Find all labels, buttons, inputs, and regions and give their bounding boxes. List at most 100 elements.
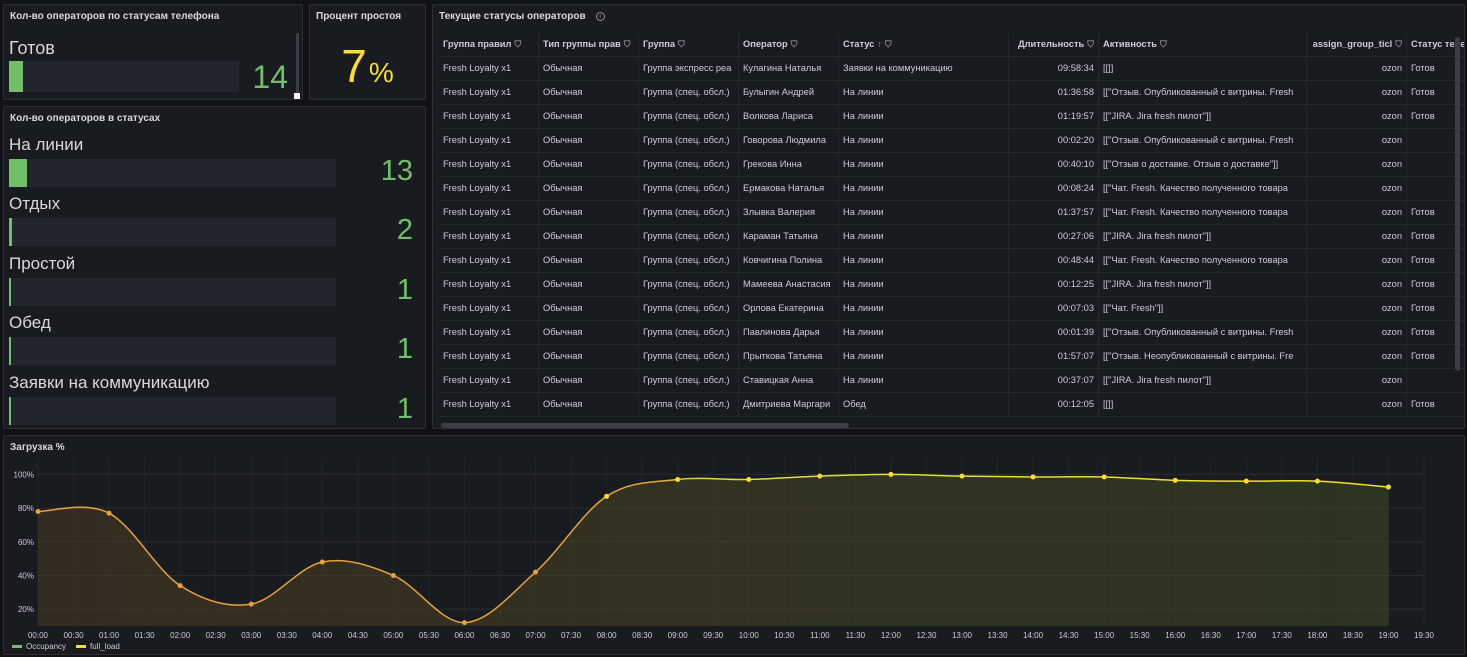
filter-icon[interactable]: ⛉ — [884, 39, 892, 49]
x-tick-label: 03:30 — [277, 631, 298, 640]
table-row[interactable]: Fresh Loyalty x1 Обычная Группа (спец. обс… — [439, 297, 1464, 321]
table-cell: ozon — [1307, 273, 1407, 296]
table-cell: Fresh Loyalty x1 — [439, 177, 539, 200]
table-cell: На линии — [839, 225, 1009, 248]
table-cell: Волкова Лариса — [739, 105, 839, 128]
column-header-label: Активность — [1103, 39, 1157, 49]
column-header[interactable]: Длительность ⛉ — [1009, 33, 1099, 56]
table-cell: Группа (спец. обсл.) — [639, 345, 739, 368]
table-row[interactable]: Fresh Loyalty x1 Обычная Группа (спец. обс… — [439, 81, 1464, 105]
status-label: На линии — [9, 135, 84, 154]
column-header[interactable]: Статус теле⛉ — [1407, 33, 1464, 56]
table-cell: ozon — [1307, 393, 1407, 416]
status-bar-track — [9, 278, 336, 306]
scrollbar-thumb[interactable] — [294, 93, 300, 99]
legend-item-occupancy[interactable]: Occupancy — [12, 642, 66, 651]
status-label: Обед — [9, 313, 51, 332]
horizontal-scrollbar[interactable] — [441, 423, 849, 428]
table-cell: [["JIRA. Jira fresh пилот"]] — [1099, 105, 1307, 128]
table-cell: [["JIRA. Jira fresh пилот"]] — [1099, 273, 1307, 296]
table-cell: Группа (спец. обсл.) — [639, 177, 739, 200]
x-tick-label: 09:30 — [703, 631, 724, 640]
table-cell: Fresh Loyalty x1 — [439, 225, 539, 248]
table-row[interactable]: Fresh Loyalty x1 Обычная Группа (спец. обс… — [439, 177, 1464, 201]
table-cell: Кулагина Наталья — [739, 57, 839, 80]
column-header[interactable]: Оператор ⛉ — [739, 33, 839, 56]
x-tick-label: 10:00 — [739, 631, 760, 640]
filter-icon[interactable]: ⛉ — [514, 39, 522, 49]
table-cell: Fresh Loyalty x1 — [439, 57, 539, 80]
y-tick-label: 40% — [18, 571, 34, 580]
table-cell: Fresh Loyalty x1 — [439, 201, 539, 224]
table-row[interactable]: Fresh Loyalty x1 Обычная Группа экспресс р… — [439, 57, 1464, 81]
table-row[interactable]: Fresh Loyalty x1 Обычная Группа (спец. обс… — [439, 369, 1464, 393]
table-cell: [["Отзыв о доставке. Отзыв о доставке"]] — [1099, 153, 1307, 176]
filter-icon[interactable]: ⛉ — [1395, 39, 1402, 49]
column-header-label: assign_group_ticl — [1312, 39, 1393, 49]
x-tick-label: 00:00 — [28, 631, 49, 640]
sort-asc-icon[interactable]: ↑ — [877, 39, 882, 49]
status-value: 2 — [396, 214, 413, 246]
table-cell: 00:37:07 — [1009, 369, 1099, 392]
data-point — [106, 510, 112, 516]
table-row[interactable]: Fresh Loyalty x1 Обычная Группа (спец. обс… — [439, 129, 1464, 153]
column-header[interactable]: Группа ⛉ — [639, 33, 739, 56]
table-row[interactable]: Fresh Loyalty x1 Обычная Группа (спец. обс… — [439, 273, 1464, 297]
table-cell: Группа (спец. обсл.) — [639, 201, 739, 224]
table-cell: На линии — [839, 345, 1009, 368]
filter-icon[interactable]: ⛉ — [1159, 39, 1167, 49]
data-point — [1030, 474, 1036, 480]
column-header[interactable]: Активность ⛉ — [1099, 33, 1307, 56]
x-tick-label: 14:30 — [1059, 631, 1080, 640]
filter-icon[interactable]: ⛉ — [790, 39, 798, 49]
table-row[interactable]: Fresh Loyalty x1 Обычная Группа (спец. обс… — [439, 201, 1464, 225]
table-cell: Готов — [1407, 393, 1464, 416]
table-cell: 09:58:34 — [1009, 57, 1099, 80]
table-row[interactable]: Fresh Loyalty x1 Обычная Группа (спец. обс… — [439, 393, 1464, 417]
y-tick-label: 20% — [18, 605, 34, 614]
bar-gauge-track — [9, 61, 239, 92]
column-header[interactable]: assign_group_ticl ⛉ — [1307, 33, 1407, 56]
table-row[interactable]: Fresh Loyalty x1 Обычная Группа (спец. обс… — [439, 225, 1464, 249]
legend-item-full-load[interactable]: full_load — [76, 642, 120, 651]
data-point — [1314, 478, 1320, 484]
filter-icon[interactable]: ⛉ — [623, 39, 631, 49]
table-cell: 01:57:07 — [1009, 345, 1099, 368]
column-header-label: Статус — [843, 39, 875, 49]
table-row[interactable]: Fresh Loyalty x1 Обычная Группа (спец. обс… — [439, 153, 1464, 177]
data-point — [1172, 477, 1178, 483]
x-tick-label: 15:00 — [1094, 631, 1115, 640]
data-point — [817, 473, 823, 479]
table-cell: 01:36:58 — [1009, 81, 1099, 104]
table-cell: Обычная — [539, 201, 639, 224]
table-row[interactable]: Fresh Loyalty x1 Обычная Группа (спец. обс… — [439, 105, 1464, 129]
table-cell: ozon — [1307, 297, 1407, 320]
table-cell: Мамеева Анастасия — [739, 273, 839, 296]
status-value: 1 — [396, 333, 413, 365]
vertical-scrollbar[interactable] — [1455, 37, 1460, 371]
table-cell: Обычная — [539, 177, 639, 200]
column-header[interactable]: Статус ↑ ⛉ — [839, 33, 1009, 56]
table-cell: Группа (спец. обсл.) — [639, 225, 739, 248]
full-load-area — [38, 474, 1389, 626]
x-tick-label: 01:00 — [99, 631, 120, 640]
table-row[interactable]: Fresh Loyalty x1 Обычная Группа (спец. обс… — [439, 249, 1464, 273]
column-header[interactable]: Тип группы прав ⛉ — [539, 33, 639, 56]
scrollbar[interactable] — [296, 33, 299, 93]
status-label: Отдых — [9, 194, 61, 213]
column-header[interactable]: Группа правил ⛉ — [439, 33, 539, 56]
data-point — [461, 620, 467, 626]
table-row[interactable]: Fresh Loyalty x1 Обычная Группа (спец. обс… — [439, 321, 1464, 345]
data-point — [675, 476, 681, 482]
filter-icon[interactable]: ⛉ — [1087, 39, 1094, 49]
table-cell: ozon — [1307, 225, 1407, 248]
filter-icon[interactable]: ⛉ — [678, 39, 685, 49]
table-cell: Обед — [839, 393, 1009, 416]
table-cell: На линии — [839, 153, 1009, 176]
x-tick-label: 19:00 — [1378, 631, 1399, 640]
legend-swatch — [12, 645, 22, 649]
table-row[interactable]: Fresh Loyalty x1 Обычная Группа (спец. обс… — [439, 345, 1464, 369]
info-icon[interactable]: i — [595, 11, 605, 21]
table-cell: На линии — [839, 177, 1009, 200]
table-cell: Обычная — [539, 321, 639, 344]
